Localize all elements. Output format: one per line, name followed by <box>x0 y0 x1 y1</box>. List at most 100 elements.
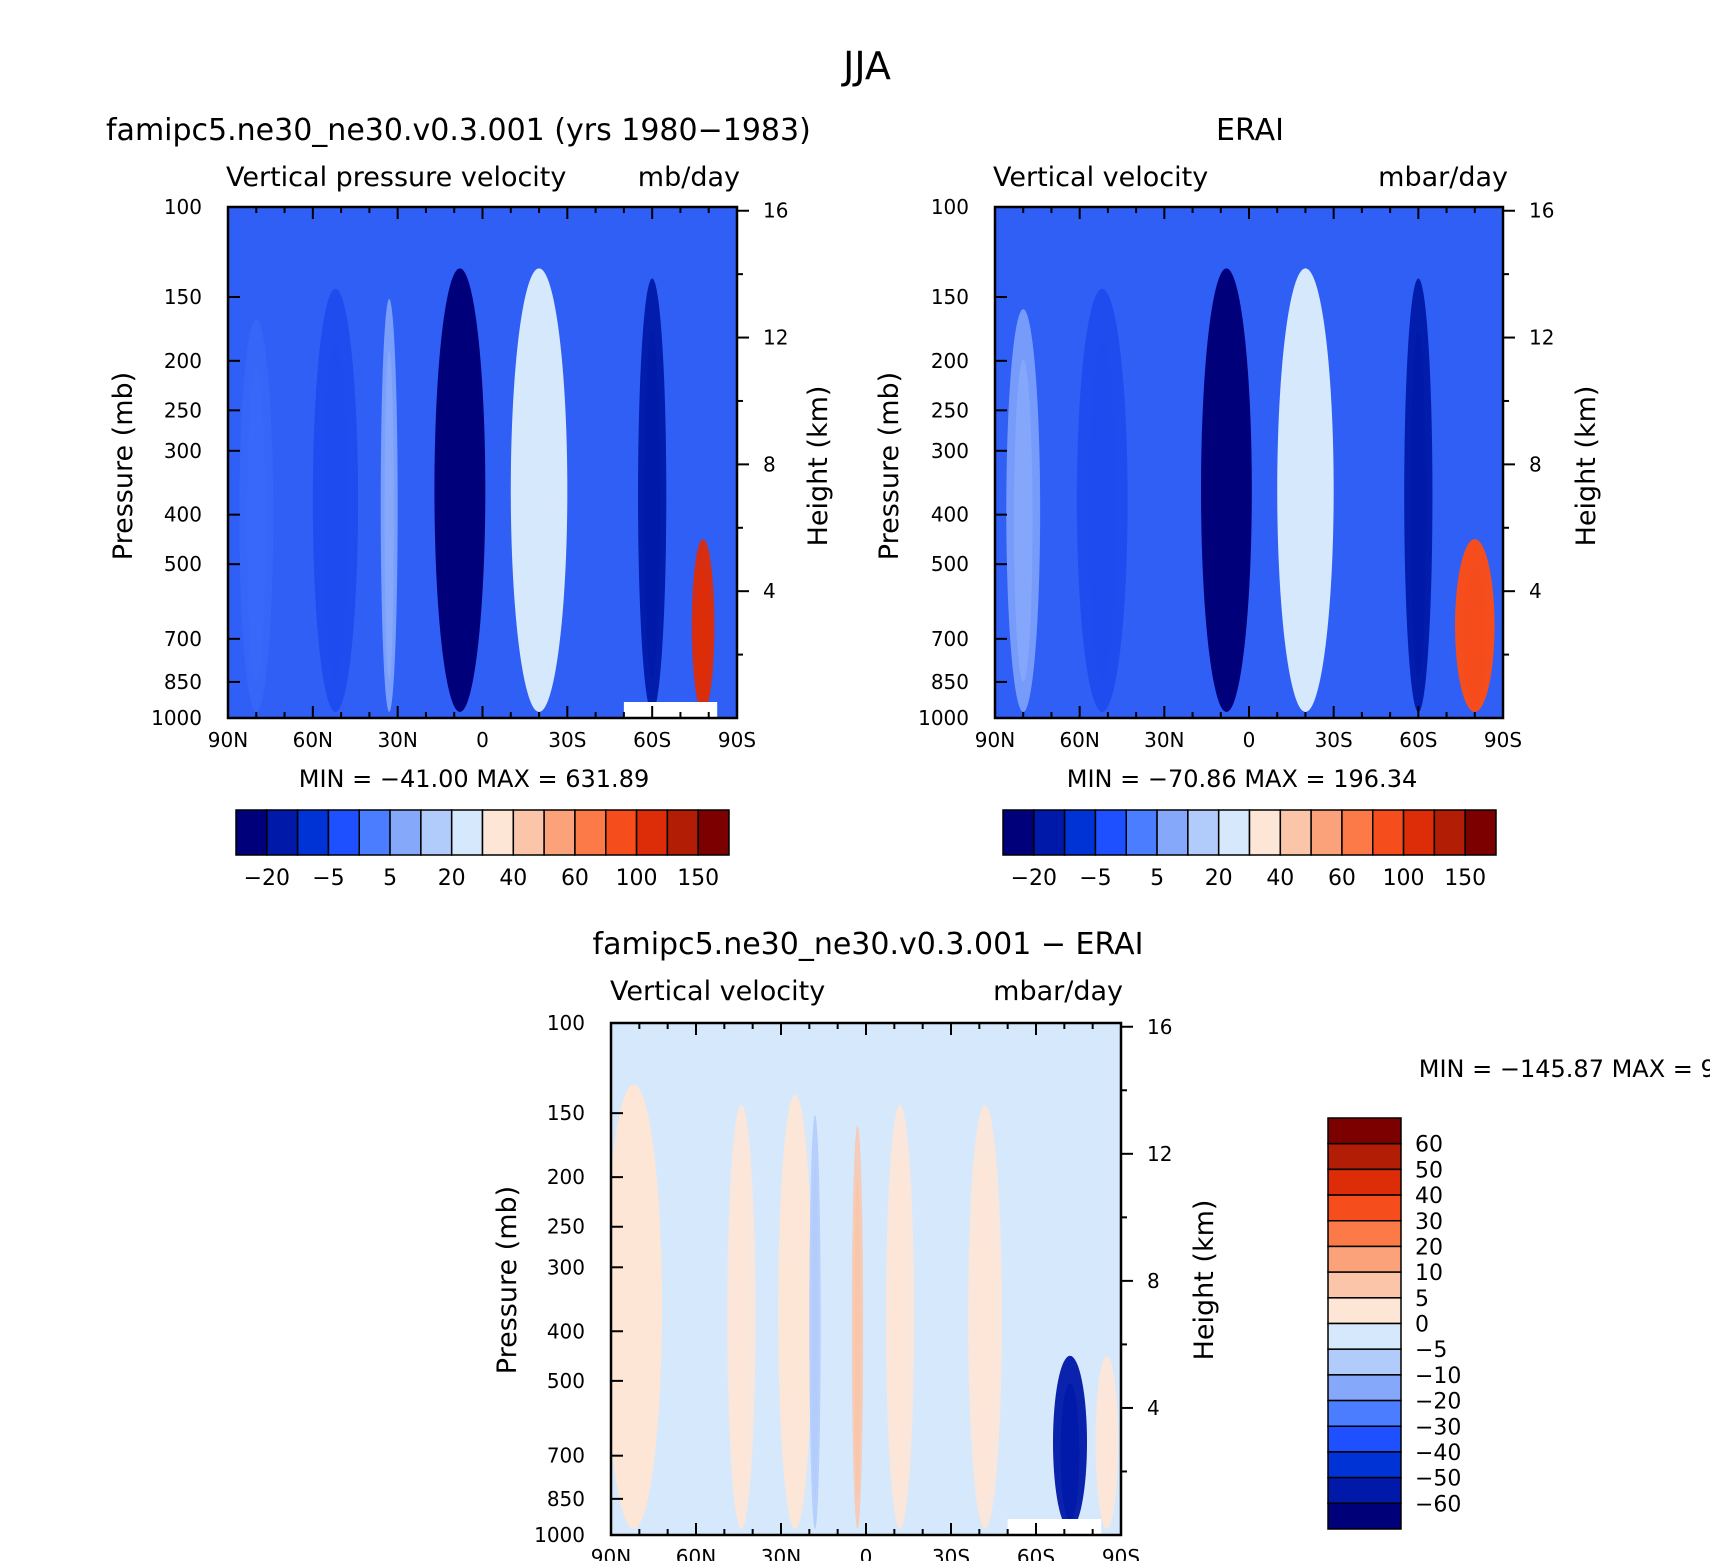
colorbar: −20 −5 5 20 40 60 100 150 <box>235 809 730 891</box>
colorbar-label: 60 <box>1328 866 1356 891</box>
contour-band-core <box>618 1138 650 1495</box>
colorbar-swatch <box>1327 1322 1402 1350</box>
colorbar-swatch <box>389 809 422 856</box>
colorbar-swatch <box>1327 1271 1402 1299</box>
figure-title: JJA <box>841 44 891 88</box>
x-tick-label: 60S <box>1399 728 1437 752</box>
y-tick-label: 100 <box>931 195 969 219</box>
contour-plot: 90N 60N 30N 0 30S 60S 90S 100 150 200 250 300 400 500… <box>151 195 788 752</box>
colorbar-label: 150 <box>677 866 719 891</box>
panel-subtitle-variable: Vertical velocity <box>993 162 1208 193</box>
colorbar-swatch <box>1248 809 1282 856</box>
colorbar-swatch <box>481 809 515 856</box>
x-tick-label: 60N <box>676 1545 716 1561</box>
colorbar-label: 50 <box>1415 1158 1443 1183</box>
right-tick-label: 8 <box>1147 1269 1160 1293</box>
colorbar-label: −10 <box>1415 1364 1461 1389</box>
panel-subtitle-units: mbar/day <box>993 976 1123 1007</box>
colorbar-label: −30 <box>1415 1415 1461 1440</box>
y-tick-label: 150 <box>931 285 969 309</box>
y-tick-label: 500 <box>164 552 202 576</box>
colorbar-label: −5 <box>1415 1338 1447 1363</box>
contour-band-core <box>1060 1383 1080 1522</box>
panel-subtitle-units: mb/day <box>638 162 740 193</box>
x-tick-label: 0 <box>476 728 489 752</box>
right-tick-label: 8 <box>763 452 776 476</box>
contour-band-core <box>785 1148 805 1496</box>
colorbar-swatch <box>1187 809 1220 856</box>
x-tick-label: 30S <box>548 728 586 752</box>
colorbar-swatch <box>1094 809 1127 856</box>
colorbar-label: 150 <box>1444 866 1486 891</box>
right-tick-label: 12 <box>763 326 788 350</box>
x-tick-label: 90S <box>1102 1545 1140 1561</box>
panel-title: famipc5.ne30_ne30.v0.3.001 − ERAI <box>593 927 1144 962</box>
colorbar: −20 −5 5 20 40 60 100 150 <box>1002 809 1497 891</box>
contour-field <box>995 207 1503 718</box>
colorbar-swatch <box>666 809 699 856</box>
colorbar-swatch <box>697 809 730 856</box>
contour-field <box>228 207 737 718</box>
contour-plot: 90N 60N 30N 0 30S 60S 90S 100 150 200 250 300 400 500… <box>918 195 1554 752</box>
y-axis-label: Pressure (mb) <box>492 1186 523 1374</box>
x-tick-label: 0 <box>860 1545 873 1561</box>
colorbar-swatch <box>1327 1451 1402 1479</box>
colorbar-label: −40 <box>1415 1441 1461 1466</box>
contour-band-core <box>1013 359 1033 682</box>
colorbar-label: −20 <box>1415 1390 1461 1415</box>
x-tick-label: 30S <box>932 1545 970 1561</box>
colorbar-swatch <box>1327 1297 1402 1325</box>
colorbar-swatch <box>1063 809 1097 856</box>
contour-band-core <box>323 341 348 680</box>
y-tick-label: 500 <box>931 552 969 576</box>
colorbar-swatch <box>450 809 484 856</box>
contour-field <box>611 1023 1121 1535</box>
min-max-stats: MIN = −145.87 MAX = 93.85 <box>1419 1055 1710 1083</box>
y-tick-label: 200 <box>164 349 202 373</box>
right-tick-label: 12 <box>1529 326 1554 350</box>
colorbar-swatch <box>1033 809 1066 856</box>
colorbar-label: −5 <box>1079 866 1111 891</box>
y-tick-label: 1000 <box>151 706 202 730</box>
colorbar-label: 10 <box>1415 1261 1443 1286</box>
x-tick-label: 30S <box>1315 728 1353 752</box>
colorbar-swatch <box>574 809 607 856</box>
y-tick-label: 400 <box>164 503 202 527</box>
colorbar-swatch <box>1327 1502 1402 1530</box>
missing-data-mask <box>1007 1519 1102 1535</box>
colorbar-swatch <box>1433 809 1466 856</box>
contour-band-core <box>1088 341 1117 680</box>
colorbar-label: 5 <box>1415 1287 1429 1312</box>
y-tick-label: 150 <box>547 1101 585 1125</box>
x-tick-label: 60S <box>633 728 671 752</box>
y-tick-label: 250 <box>931 398 969 422</box>
colorbar-label: 40 <box>499 866 527 891</box>
colorbar-swatch <box>635 809 669 856</box>
colorbar-swatch <box>512 809 545 856</box>
colorbar-swatch <box>1327 1168 1402 1196</box>
y-tick-label: 300 <box>164 439 202 463</box>
x-tick-label: 30N <box>761 1545 801 1561</box>
x-tick-label: 60S <box>1017 1545 1055 1561</box>
colorbar-label: 100 <box>1383 866 1425 891</box>
colorbar-label: 60 <box>1415 1133 1443 1158</box>
colorbar-label: 40 <box>1266 866 1294 891</box>
right-tick-label: 4 <box>763 579 776 603</box>
panel-difference: famipc5.ne30_ne30.v0.3.001 − ERAI Vertic… <box>492 927 1710 1561</box>
colorbar-swatch <box>1125 809 1158 856</box>
colorbar-swatch <box>420 809 453 856</box>
colorbar-label: 5 <box>1150 866 1164 891</box>
contour-band-core <box>854 1175 861 1499</box>
x-tick-label: 60N <box>1059 728 1099 752</box>
y-tick-label: 500 <box>547 1369 585 1393</box>
right-tick-label: 16 <box>1529 199 1554 223</box>
colorbar-label: 20 <box>1205 866 1233 891</box>
colorbar-label: 20 <box>1415 1235 1443 1260</box>
colorbar-label: 40 <box>1415 1184 1443 1209</box>
y-tick-label: 700 <box>164 627 202 651</box>
x-tick-label: 30N <box>377 728 417 752</box>
colorbar-swatch <box>1327 1348 1402 1376</box>
panel-subtitle-variable: Vertical velocity <box>610 976 825 1007</box>
